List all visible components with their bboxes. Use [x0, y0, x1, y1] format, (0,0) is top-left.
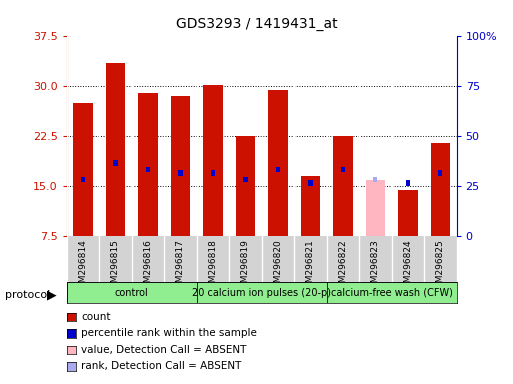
- Bar: [398, 190, 418, 236]
- FancyBboxPatch shape: [327, 282, 457, 303]
- Text: GSM296825: GSM296825: [436, 239, 445, 294]
- Text: GSM296822: GSM296822: [339, 239, 347, 294]
- Text: GSM296824: GSM296824: [403, 239, 412, 294]
- Bar: [301, 176, 320, 236]
- Text: GSM296816: GSM296816: [144, 239, 152, 294]
- Bar: [146, 167, 150, 172]
- Text: protocol: protocol: [5, 290, 50, 300]
- Text: calcium-free wash (CFW): calcium-free wash (CFW): [331, 288, 452, 298]
- Text: GSM296817: GSM296817: [176, 239, 185, 294]
- Bar: [438, 170, 443, 175]
- Text: GSM296820: GSM296820: [273, 239, 282, 294]
- Bar: [81, 177, 85, 182]
- Bar: [106, 63, 125, 236]
- Text: GDS3293 / 1419431_at: GDS3293 / 1419431_at: [175, 17, 338, 31]
- Bar: [268, 90, 288, 236]
- Bar: [341, 167, 345, 172]
- Text: value, Detection Call = ABSENT: value, Detection Call = ABSENT: [81, 345, 246, 355]
- Text: control: control: [115, 288, 149, 298]
- Text: GSM296815: GSM296815: [111, 239, 120, 294]
- Bar: [275, 167, 280, 172]
- Bar: [243, 177, 248, 182]
- Bar: [138, 93, 157, 236]
- Text: 20 calcium ion pulses (20-p): 20 calcium ion pulses (20-p): [192, 288, 331, 298]
- Bar: [373, 177, 378, 182]
- Text: rank, Detection Call = ABSENT: rank, Detection Call = ABSENT: [81, 361, 242, 371]
- Text: GSM296818: GSM296818: [208, 239, 218, 294]
- Text: GSM296821: GSM296821: [306, 239, 315, 294]
- Bar: [73, 103, 93, 236]
- Text: percentile rank within the sample: percentile rank within the sample: [81, 328, 257, 338]
- Bar: [178, 170, 183, 175]
- Text: GSM296823: GSM296823: [371, 239, 380, 294]
- Text: GSM296814: GSM296814: [78, 239, 87, 294]
- Bar: [211, 170, 215, 175]
- Bar: [366, 180, 385, 236]
- Bar: [333, 136, 352, 236]
- Bar: [235, 136, 255, 236]
- Bar: [203, 85, 223, 236]
- FancyBboxPatch shape: [67, 282, 196, 303]
- Text: ▶: ▶: [47, 288, 57, 301]
- Bar: [430, 143, 450, 236]
- FancyBboxPatch shape: [196, 282, 327, 303]
- Bar: [171, 96, 190, 236]
- Bar: [406, 180, 410, 185]
- Bar: [113, 160, 117, 166]
- Text: count: count: [81, 312, 111, 322]
- Bar: [308, 180, 312, 185]
- Text: GSM296819: GSM296819: [241, 239, 250, 294]
